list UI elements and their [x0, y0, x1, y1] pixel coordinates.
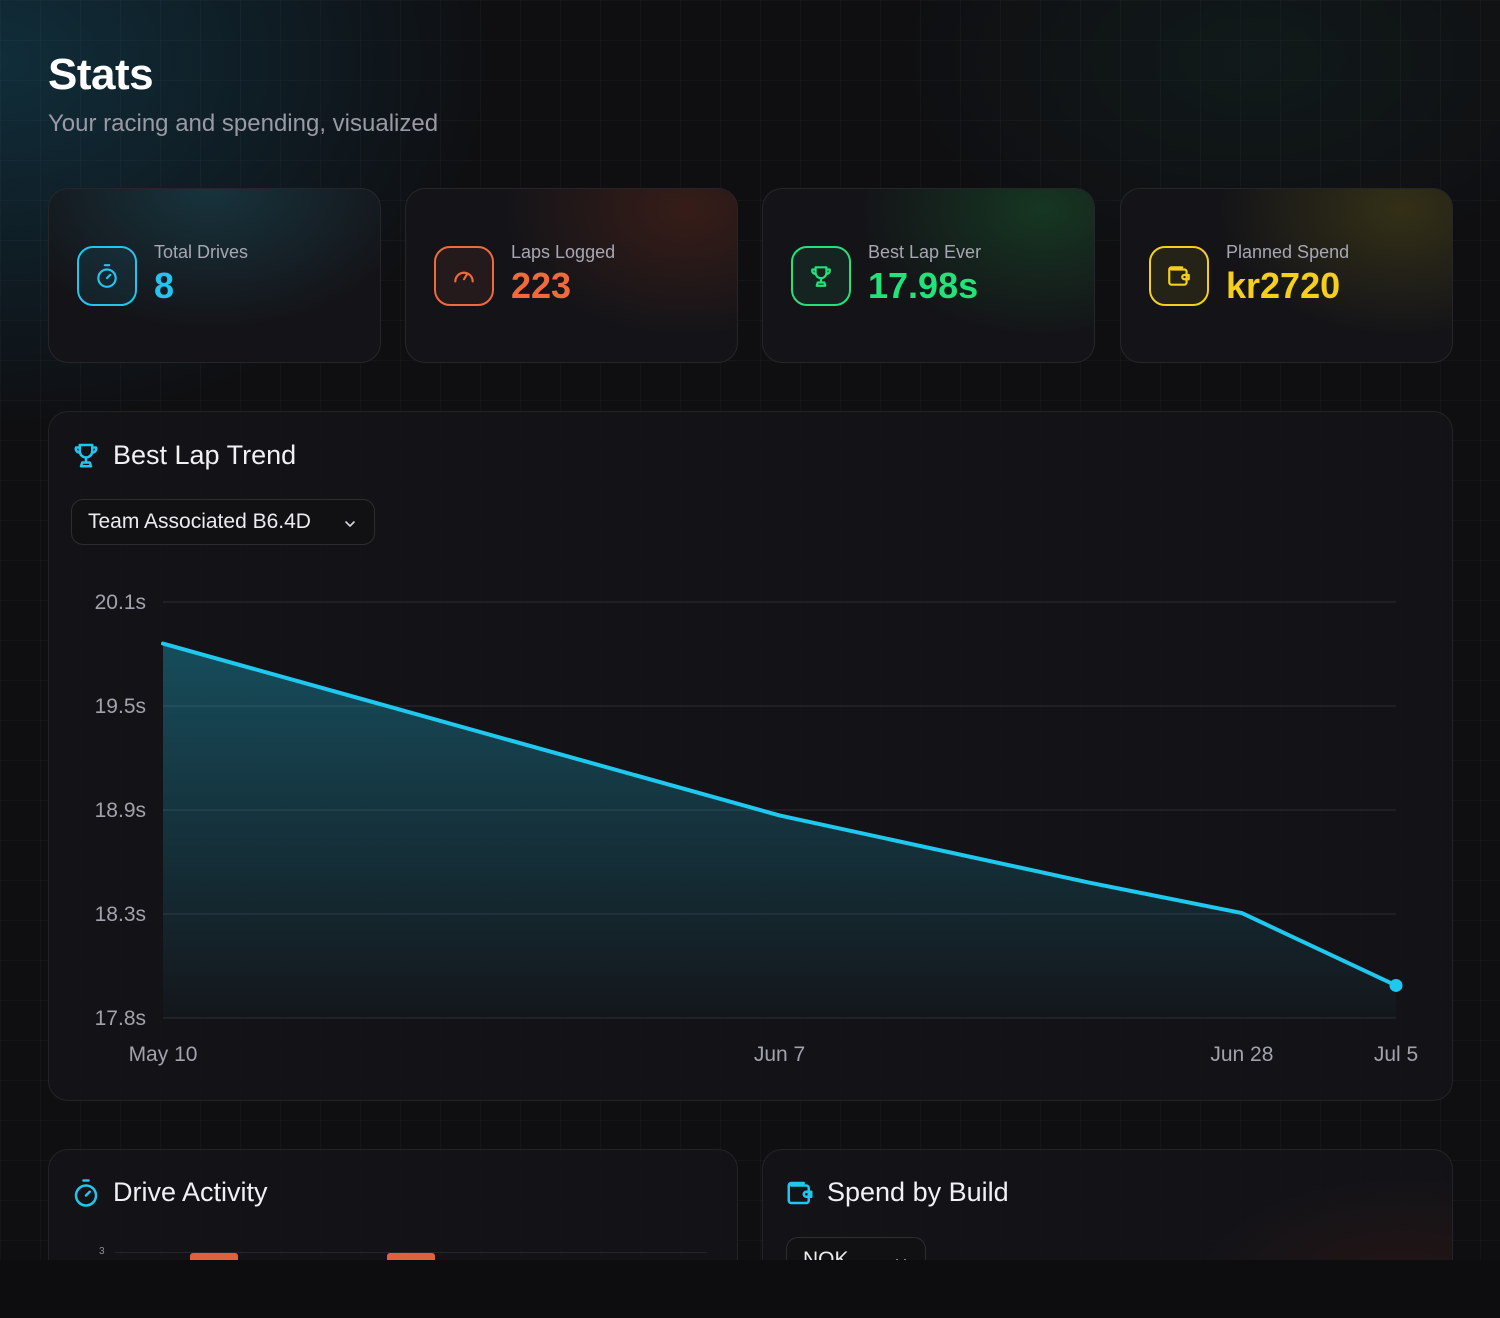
- stat-label: Best Lap Ever: [868, 242, 982, 262]
- bottom-bar: [0, 1260, 1500, 1318]
- panel-title: Spend by Build: [827, 1177, 1009, 1207]
- stopwatch-icon: [71, 1178, 101, 1213]
- panel-title: Drive Activity: [113, 1177, 268, 1207]
- best-lap-chart: 20.1s 19.5s 18.9s 18.3s 17.8s May 10 Jun 7 Jun …: [95, 591, 1419, 1066]
- stat-value: 17.98s: [868, 265, 979, 306]
- y-tick-label: 17.8s: [95, 1007, 146, 1030]
- currency-select[interactable]: NOK: [786, 1237, 926, 1260]
- page-subtitle: Your racing and spending, visualized: [48, 110, 439, 137]
- page-title: Stats: [48, 50, 154, 99]
- drive-activity-panel: Drive Activity 3: [48, 1149, 738, 1260]
- x-tick-label: Jul 5: [1374, 1043, 1418, 1066]
- stat-value: kr2720: [1226, 265, 1341, 306]
- last-point-marker[interactable]: [1389, 978, 1403, 992]
- spend-by-build-panel: Spend by Build NOK: [762, 1149, 1453, 1260]
- grid-line: [115, 1252, 707, 1253]
- chevron-down-icon: [342, 514, 358, 538]
- y-tick-label: 20.1s: [95, 591, 146, 614]
- y-tick-label: 18.3s: [95, 903, 146, 926]
- x-tick-label: Jun 7: [754, 1043, 805, 1066]
- stats-page: Stats Your racing and spending, visualiz…: [0, 0, 1500, 1260]
- trophy-icon: [71, 440, 101, 475]
- y-tick-label: 19.5s: [95, 695, 146, 718]
- wallet-icon: [1149, 246, 1209, 306]
- chevron-down-icon: [893, 1252, 909, 1260]
- y-tick-label: 18.9s: [95, 799, 146, 822]
- build-select[interactable]: Team Associated B6.4D: [71, 499, 375, 545]
- stat-value: 8: [154, 265, 175, 306]
- stat-value: 223: [511, 265, 572, 306]
- stat-label: Total Drives: [154, 242, 249, 262]
- trophy-icon: [791, 246, 851, 306]
- activity-bar: [190, 1253, 238, 1260]
- lap-line: [161, 641, 1398, 988]
- wallet-icon: [785, 1178, 815, 1213]
- stopwatch-icon: [77, 246, 137, 306]
- x-tick-label: May 10: [129, 1043, 198, 1066]
- currency-select-value: NOK: [803, 1248, 849, 1260]
- build-select-value: Team Associated B6.4D: [88, 510, 311, 533]
- activity-bar: [387, 1253, 435, 1260]
- panel-title: Best Lap Trend: [113, 440, 297, 470]
- y-tick-label: 3: [99, 1246, 105, 1257]
- stat-label: Laps Logged: [511, 242, 616, 262]
- speedometer-icon: [434, 246, 494, 306]
- lap-area: [163, 643, 1396, 1018]
- stat-label: Planned Spend: [1226, 242, 1350, 262]
- x-tick-label: Jun 28: [1210, 1043, 1273, 1066]
